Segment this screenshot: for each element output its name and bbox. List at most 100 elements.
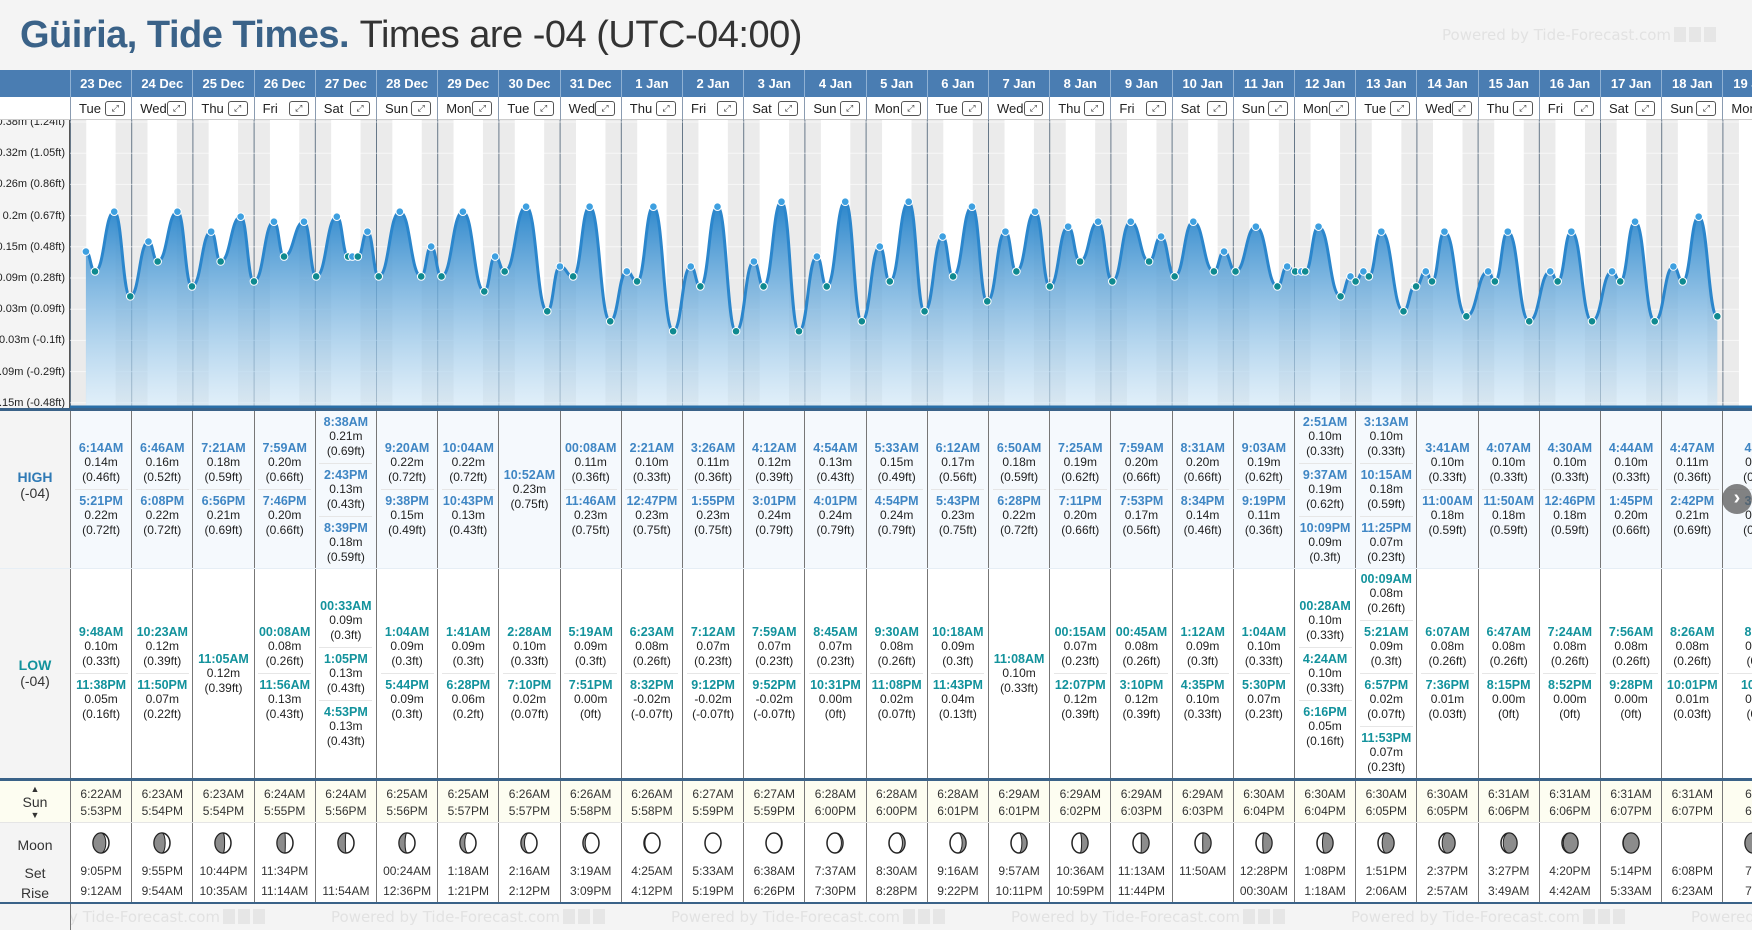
low-tide-point[interactable] — [187, 282, 197, 291]
low-tide-point[interactable] — [90, 267, 100, 276]
low-tide-point[interactable] — [696, 282, 705, 291]
low-tide-point[interactable] — [542, 307, 552, 316]
high-tide-point[interactable] — [777, 197, 786, 207]
expand-day-icon[interactable]: ⤢ — [1635, 101, 1656, 116]
expand-day-icon[interactable]: ⤢ — [1451, 101, 1472, 116]
low-tide-point[interactable] — [885, 277, 895, 286]
low-tide-point[interactable] — [1108, 277, 1117, 286]
expand-day-icon[interactable]: ⤢ — [105, 101, 126, 116]
powered-by-link[interactable]: Powered by Tide-Forecast.com — [1691, 908, 1752, 926]
high-tide-point[interactable] — [458, 207, 468, 216]
high-tide-point[interactable] — [812, 252, 822, 261]
high-tide-point[interactable] — [622, 267, 632, 276]
expand-day-icon[interactable]: ⤢ — [1084, 101, 1105, 116]
expand-day-icon[interactable]: ⤢ — [839, 101, 860, 116]
expand-day-icon[interactable]: ⤢ — [1145, 101, 1166, 116]
high-tide-point[interactable] — [649, 202, 658, 212]
next-arrow-button[interactable]: › — [1722, 484, 1752, 514]
high-tide-point[interactable] — [395, 207, 405, 216]
high-tide-point[interactable] — [236, 212, 245, 221]
high-tide-point[interactable] — [1669, 262, 1678, 271]
high-tide-point[interactable] — [426, 242, 436, 251]
high-tide-point[interactable] — [686, 262, 696, 271]
low-tide-point[interactable] — [1170, 272, 1179, 281]
low-tide-point[interactable] — [311, 272, 321, 281]
high-tide-point[interactable] — [490, 252, 500, 261]
high-tide-point[interactable] — [1607, 267, 1617, 276]
low-tide-point[interactable] — [1524, 316, 1534, 326]
low-tide-point[interactable] — [1012, 267, 1021, 276]
high-tide-point[interactable] — [1001, 227, 1010, 236]
high-tide-point[interactable] — [713, 202, 722, 212]
expand-day-icon[interactable]: ⤢ — [1329, 101, 1350, 116]
low-tide-point[interactable] — [1650, 316, 1660, 326]
high-tide-point[interactable] — [144, 237, 153, 246]
low-tide-point[interactable] — [279, 252, 289, 261]
high-tide-point[interactable] — [1282, 262, 1292, 271]
powered-by-link[interactable]: Powered by Tide-Forecast.com — [1351, 908, 1626, 926]
low-tide-point[interactable] — [794, 326, 804, 336]
low-tide-point[interactable] — [374, 272, 384, 281]
high-tide-point[interactable] — [1093, 217, 1103, 226]
low-tide-point[interactable] — [1399, 307, 1408, 316]
high-tide-point[interactable] — [332, 212, 342, 221]
expand-day-icon[interactable]: ⤢ — [411, 101, 432, 116]
high-tide-point[interactable] — [967, 202, 977, 212]
high-tide-point[interactable] — [555, 262, 565, 271]
powered-by-link[interactable]: Powered by Tide-Forecast.com — [671, 908, 946, 926]
high-tide-point[interactable] — [875, 242, 885, 251]
low-tide-point[interactable] — [1427, 277, 1437, 286]
low-tide-point[interactable] — [1300, 267, 1310, 276]
low-tide-point[interactable] — [216, 257, 225, 266]
high-tide-point[interactable] — [749, 257, 759, 266]
low-tide-point[interactable] — [605, 316, 615, 326]
low-tide-point[interactable] — [353, 252, 363, 261]
low-tide-point[interactable] — [920, 307, 929, 316]
high-tide-point[interactable] — [585, 202, 594, 212]
high-tide-point[interactable] — [1156, 232, 1166, 241]
high-tide-point[interactable] — [840, 197, 850, 207]
low-tide-point[interactable] — [1336, 292, 1345, 301]
low-tide-point[interactable] — [731, 326, 741, 336]
low-tide-point[interactable] — [125, 292, 135, 301]
high-tide-point[interactable] — [206, 227, 216, 236]
low-tide-point[interactable] — [1490, 277, 1500, 286]
powered-by-link[interactable]: Powered by Tide-Forecast.com — [1442, 26, 1717, 44]
low-tide-point[interactable] — [948, 272, 958, 281]
high-tide-point[interactable] — [1346, 272, 1355, 281]
powered-by-link[interactable]: Powered by Tide-Forecast.com — [331, 908, 606, 926]
expand-day-icon[interactable]: ⤢ — [778, 101, 799, 116]
low-tide-point[interactable] — [1462, 312, 1471, 321]
low-tide-point[interactable] — [1231, 267, 1240, 276]
high-tide-point[interactable] — [1219, 247, 1229, 256]
expand-day-icon[interactable]: ⤢ — [1023, 101, 1044, 116]
expand-day-icon[interactable]: ⤢ — [227, 101, 248, 116]
expand-day-icon[interactable]: ⤢ — [288, 101, 309, 116]
expand-day-icon[interactable]: ⤢ — [1573, 101, 1594, 116]
low-tide-point[interactable] — [1411, 282, 1421, 291]
high-tide-point[interactable] — [1694, 212, 1703, 221]
low-tide-point[interactable] — [1713, 312, 1722, 321]
expand-day-icon[interactable]: ⤢ — [1512, 101, 1533, 116]
low-tide-point[interactable] — [1075, 257, 1085, 266]
low-tide-point[interactable] — [668, 326, 678, 336]
high-tide-point[interactable] — [1377, 227, 1386, 236]
high-tide-point[interactable] — [1063, 222, 1073, 231]
low-tide-point[interactable] — [1678, 277, 1688, 286]
low-tide-point[interactable] — [1351, 277, 1360, 286]
high-tide-point[interactable] — [173, 207, 182, 216]
expand-day-icon[interactable]: ⤢ — [961, 101, 982, 116]
low-tide-point[interactable] — [759, 282, 768, 291]
powered-by-link[interactable]: Powered by Tide-Forecast.com — [1011, 908, 1286, 926]
low-tide-point[interactable] — [416, 272, 426, 281]
low-tide-point[interactable] — [1553, 277, 1562, 286]
high-tide-point[interactable] — [904, 197, 913, 207]
powered-by-link[interactable]: Powered by Tide-Forecast.com — [71, 908, 266, 926]
low-tide-point[interactable] — [500, 267, 509, 276]
low-tide-point[interactable] — [1144, 257, 1154, 266]
high-tide-point[interactable] — [1630, 217, 1640, 226]
high-tide-point[interactable] — [1503, 227, 1513, 236]
low-tide-point[interactable] — [437, 272, 446, 281]
low-tide-point[interactable] — [249, 277, 259, 286]
expand-day-icon[interactable]: ⤢ — [1267, 101, 1288, 116]
